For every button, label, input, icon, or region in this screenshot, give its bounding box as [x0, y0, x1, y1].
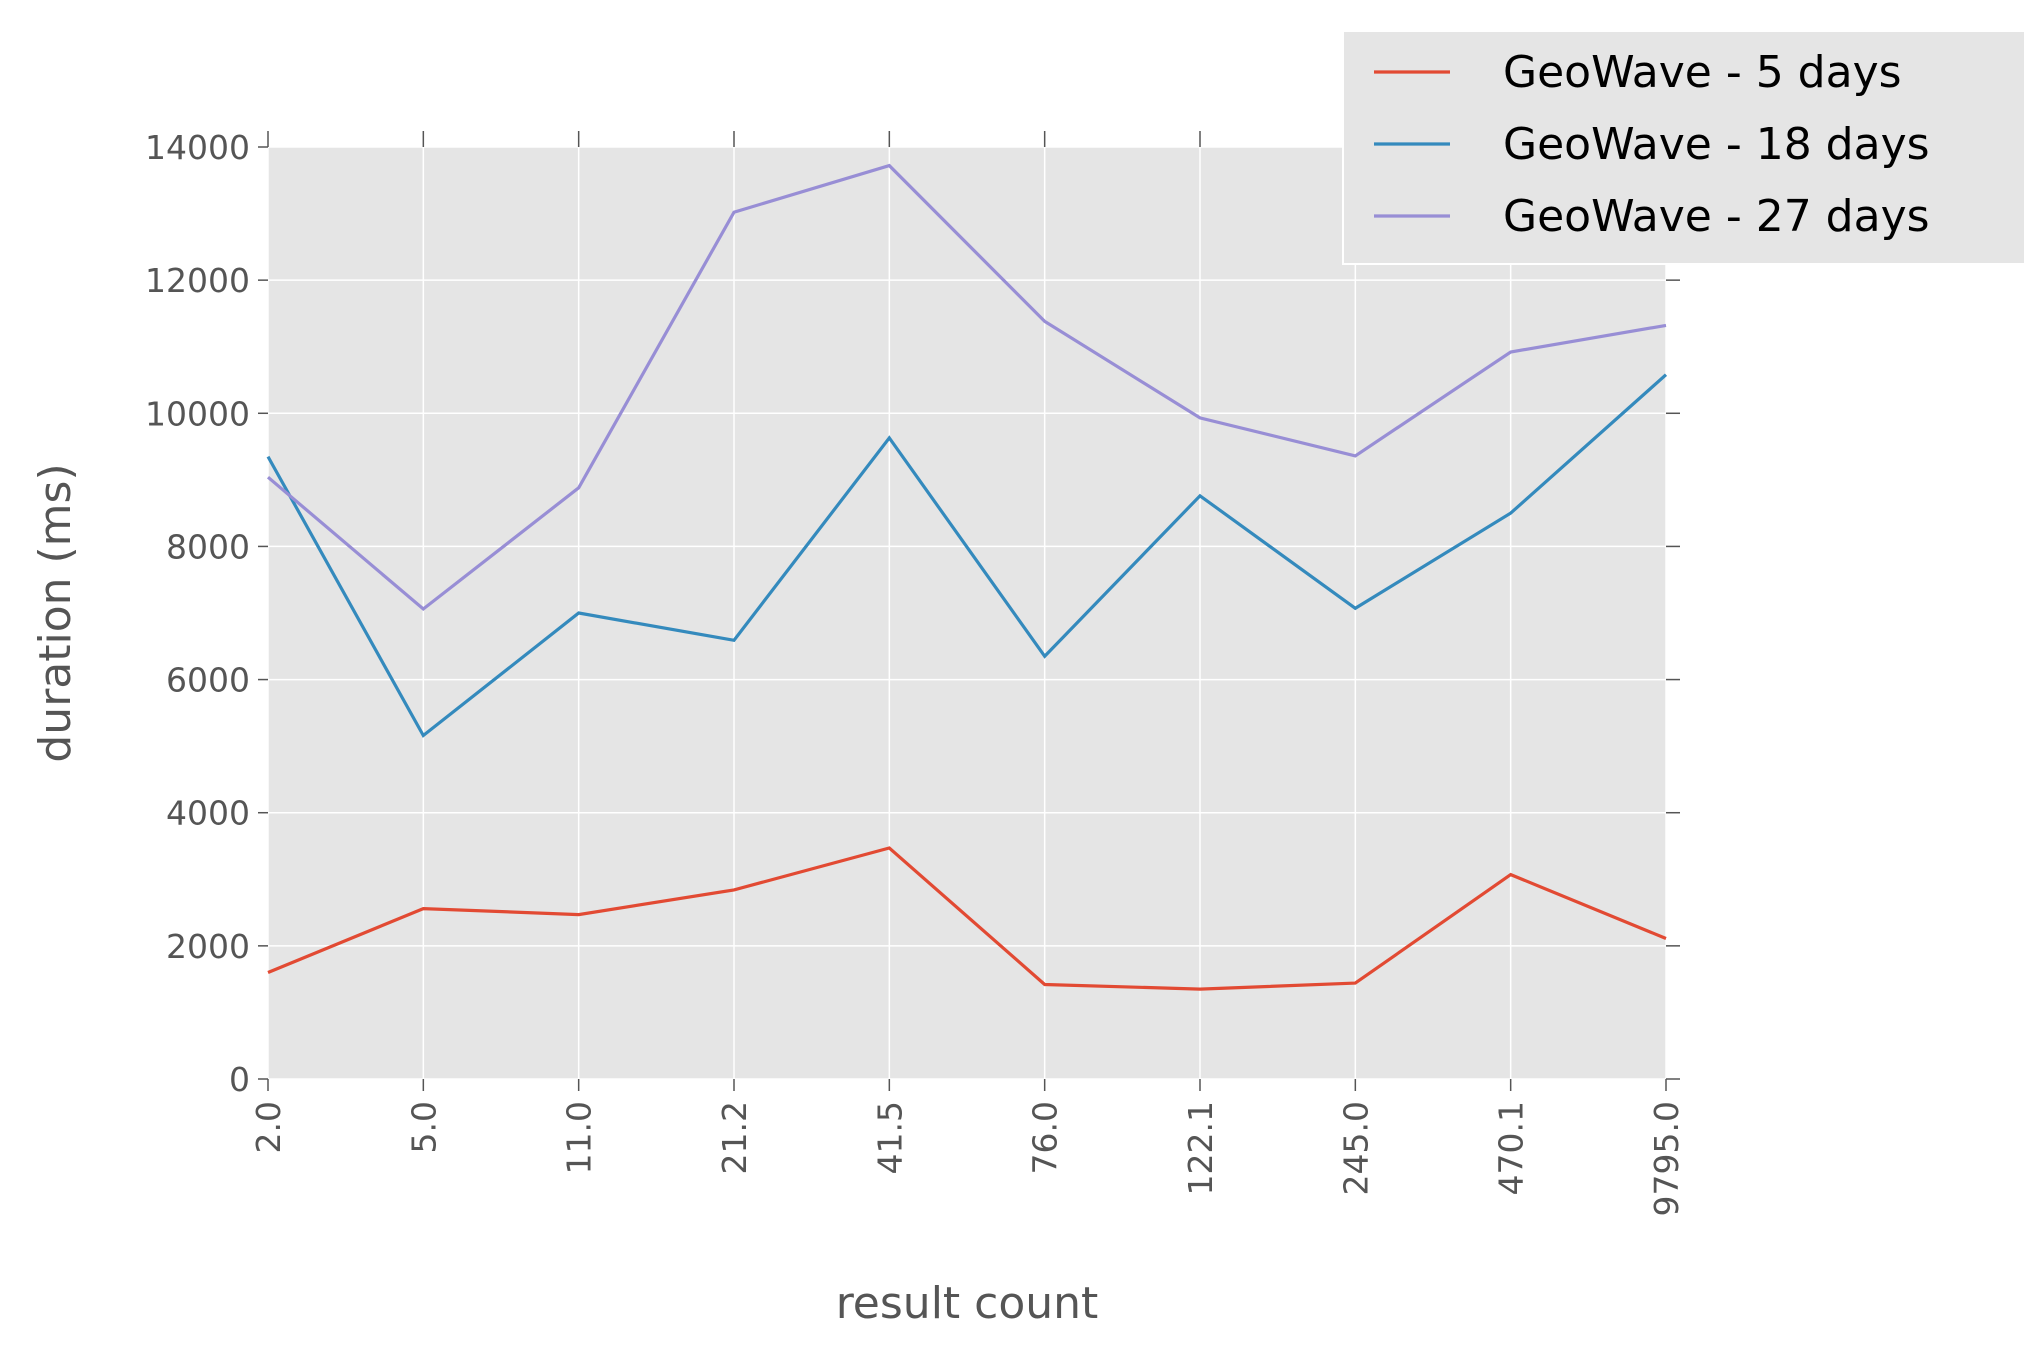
series-line-2 — [266, 373, 1668, 738]
x-tick-label: 11.0 — [560, 1101, 599, 1174]
x-tick-label: 9795.0 — [1647, 1101, 1686, 1216]
x-tick-label: 5.0 — [404, 1101, 443, 1153]
legend: GeoWave - 5 days GeoWave - 18 days GeoWave… — [1342, 30, 2026, 265]
x-axis-label: result count — [836, 1278, 1099, 1329]
y-axis-label: duration (ms) — [30, 463, 81, 762]
x-tick-label: 21.2 — [715, 1101, 754, 1174]
series-line-3 — [266, 163, 1667, 612]
legend-entry-1: GeoWave - 5 days — [1503, 47, 1902, 98]
legend-entry-3: GeoWave - 27 days — [1503, 191, 1930, 242]
x-tick-label: 2.0 — [249, 1101, 288, 1153]
plot-area — [268, 147, 1666, 1079]
y-tick-label: 10000 — [145, 394, 250, 433]
x-tick-label: 470.1 — [1492, 1101, 1531, 1195]
y-tick-labels: 0 2000 4000 6000 8000 10000 12000 14000 — [145, 128, 250, 1099]
x-tick-label: 245.0 — [1336, 1101, 1375, 1195]
y-tick-label: 6000 — [166, 661, 250, 700]
y-tick-label: 8000 — [166, 527, 250, 566]
series-line-1 — [267, 846, 1667, 991]
x-tick-label: 76.0 — [1026, 1101, 1065, 1174]
y-tick-label: 4000 — [166, 794, 250, 833]
legend-box — [1342, 30, 2026, 265]
legend-entry-2: GeoWave - 18 days — [1503, 119, 1930, 170]
x-tick-labels: 2.0 5.0 11.0 21.2 41.5 76.0 122.1 245.0 470.1 979… — [249, 1101, 1686, 1216]
x-tick-label: 122.1 — [1181, 1101, 1220, 1195]
y-tick-label: 12000 — [145, 261, 250, 300]
y-tick-label: 0 — [229, 1060, 250, 1099]
axis-ticks — [258, 131, 1680, 1091]
y-tick-label: 2000 — [166, 927, 250, 966]
y-tick-label: 14000 — [145, 128, 250, 167]
series-lines — [266, 163, 1668, 991]
x-tick-label: 41.5 — [870, 1101, 909, 1174]
